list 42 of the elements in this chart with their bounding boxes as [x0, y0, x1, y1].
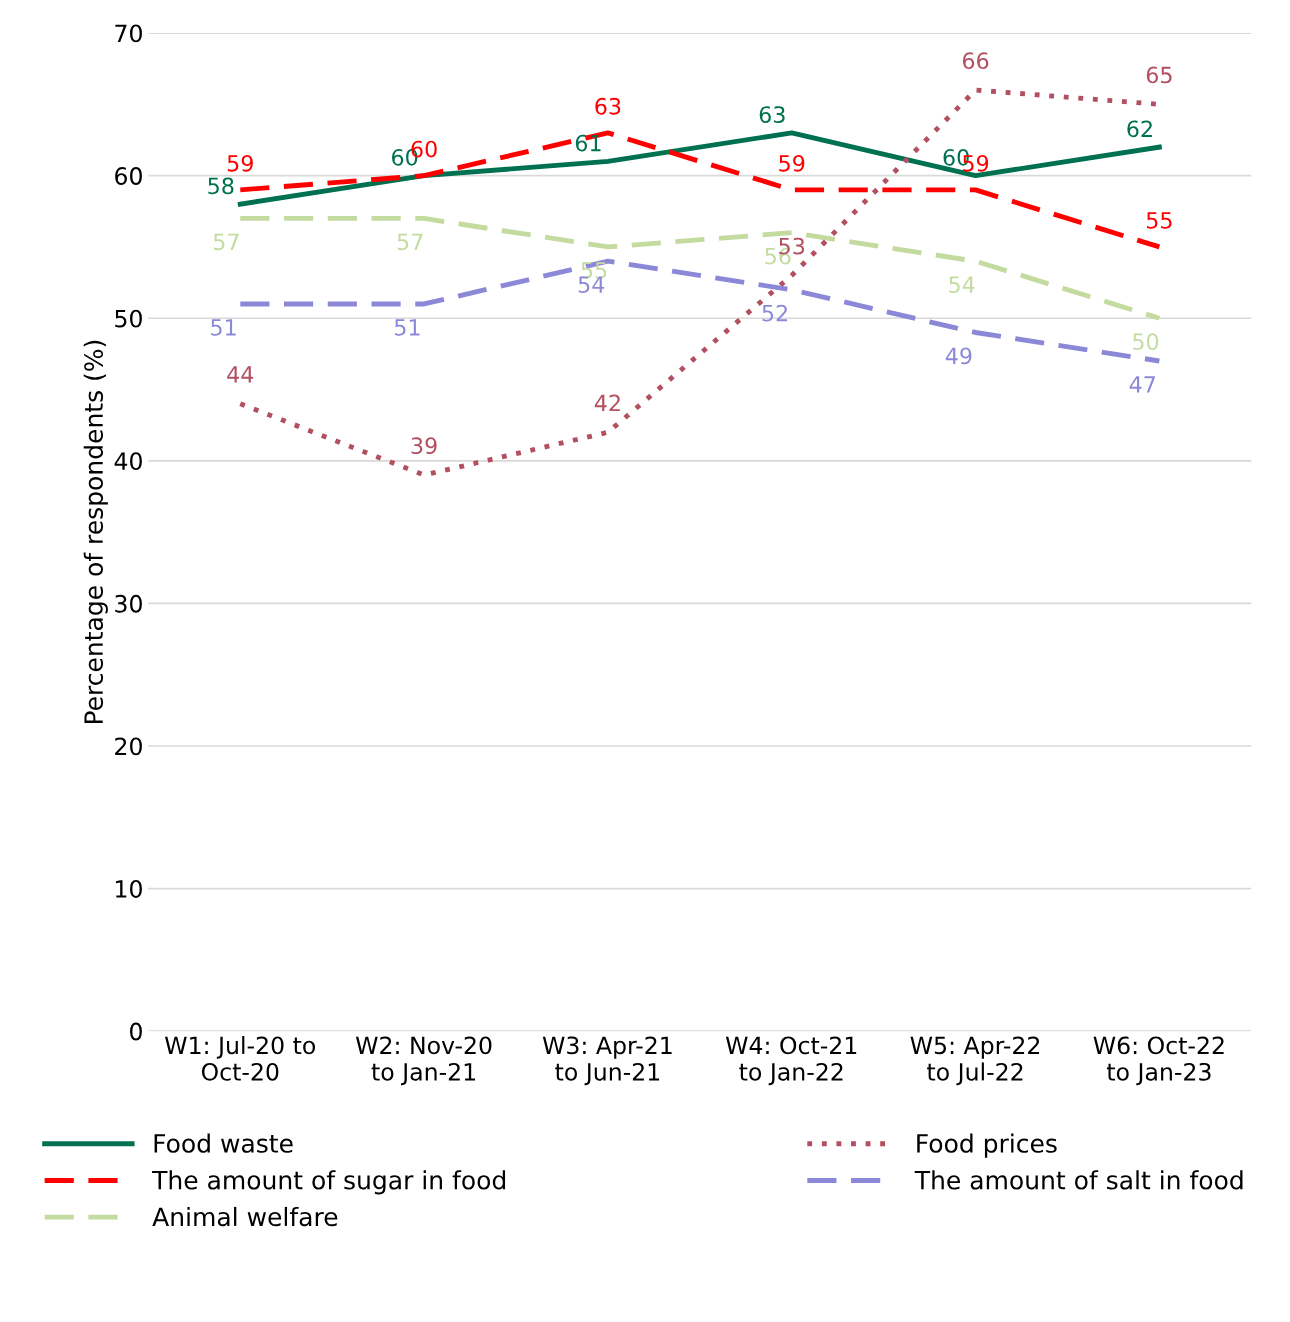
y-tick-label: 30 [115, 594, 142, 613]
y-tick-label: 40 [114, 452, 142, 471]
data-label: 61 [575, 134, 601, 152]
data-label: 55 [1146, 212, 1172, 229]
data-label: 42 [594, 394, 620, 412]
x-tick-label: W1: Jul-20 to Oct-20 [165, 1036, 316, 1081]
data-label: 62 [1127, 120, 1152, 138]
legend-label: Animal welfare [152, 1206, 338, 1227]
y-tick-label: 70 [115, 24, 142, 43]
x-tick-label: W5: Apr-22 to Jul-22 [910, 1036, 1040, 1086]
y-axis-title: Percentage of respondents (%) [83, 340, 108, 724]
data-label: 63 [759, 106, 785, 123]
data-label: 65 [1146, 66, 1172, 84]
x-tick-label: W4: Oct-21 to Jan-22 [725, 1036, 857, 1086]
data-label: 59 [779, 154, 805, 172]
x-tick-label: W2: Nov-20 to Jan-21 [355, 1036, 492, 1086]
data-label: 39 [411, 437, 437, 455]
data-label: 50 [1133, 333, 1159, 351]
data-label: 66 [962, 52, 989, 70]
data-label: 49 [945, 347, 972, 365]
data-label: 52 [762, 304, 787, 322]
data-label: 57 [213, 233, 239, 251]
data-label: 54 [949, 276, 975, 293]
x-tick-label: W6: Oct-22 to Jan-23 [1093, 1036, 1224, 1086]
legend-label: Food waste [154, 1133, 293, 1153]
y-tick-label: 10 [116, 880, 142, 898]
x-tick-label: W3: Apr-21 to Jun-21 [542, 1036, 672, 1086]
data-label: 58 [208, 177, 234, 195]
data-label: 47 [1129, 376, 1155, 393]
legend-label: The amount of salt in food [914, 1170, 1243, 1190]
legend-label: The amount of sugar in food [152, 1170, 506, 1195]
data-label: 51 [395, 319, 420, 336]
y-tick-label: 60 [115, 167, 142, 185]
data-label: 59 [227, 154, 253, 172]
data-label: 51 [211, 319, 236, 336]
y-tick-label: 50 [115, 309, 142, 328]
legend-label: Food prices [917, 1133, 1057, 1158]
data-label: 44 [227, 366, 254, 383]
data-label: 57 [397, 233, 423, 251]
y-tick-label: 20 [115, 737, 142, 756]
data-label: 63 [595, 97, 621, 115]
y-tick-label: 0 [130, 1022, 142, 1041]
